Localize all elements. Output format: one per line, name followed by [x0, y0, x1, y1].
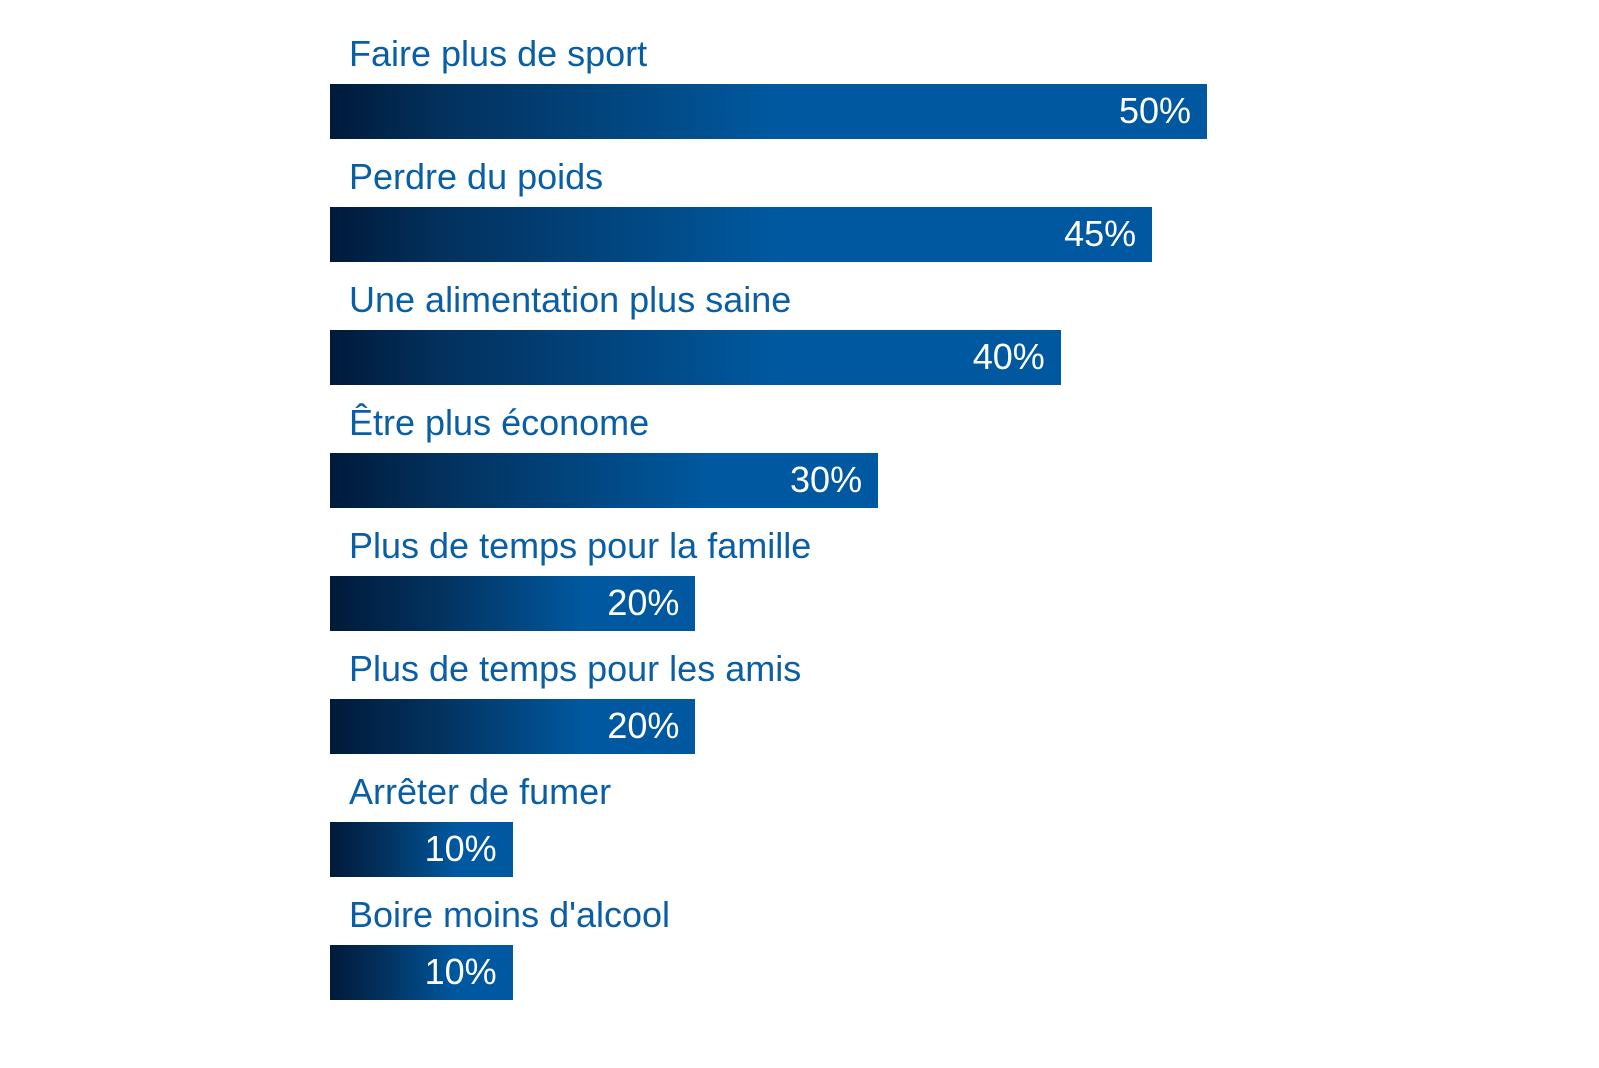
value-label: 10% — [424, 951, 497, 992]
category-label: Être plus économe — [349, 402, 650, 443]
value-label: 45% — [1064, 213, 1137, 254]
bar: 40% — [330, 330, 1061, 385]
bar: 50% — [330, 84, 1207, 139]
category-label: Plus de temps pour les amis — [349, 648, 802, 689]
value-label: 10% — [424, 828, 497, 869]
category-label: Une alimentation plus saine — [349, 279, 792, 320]
category-label: Faire plus de sport — [349, 33, 648, 74]
category-label: Boire moins d'alcool — [349, 894, 671, 935]
bar: 30% — [330, 453, 879, 508]
value-label: 40% — [972, 336, 1045, 377]
value-label: 20% — [607, 582, 680, 623]
category-label: Perdre du poids — [349, 156, 604, 197]
bar: 10% — [330, 945, 513, 1000]
category-label: Arrêter de fumer — [349, 771, 612, 812]
bar: 20% — [330, 576, 696, 631]
value-label: 30% — [790, 459, 863, 500]
category-label: Plus de temps pour la famille — [349, 525, 812, 566]
bar: 20% — [330, 699, 696, 754]
value-label: 20% — [607, 705, 680, 746]
bar: 10% — [330, 822, 513, 877]
bar: 45% — [330, 207, 1153, 262]
value-label: 50% — [1118, 90, 1191, 131]
